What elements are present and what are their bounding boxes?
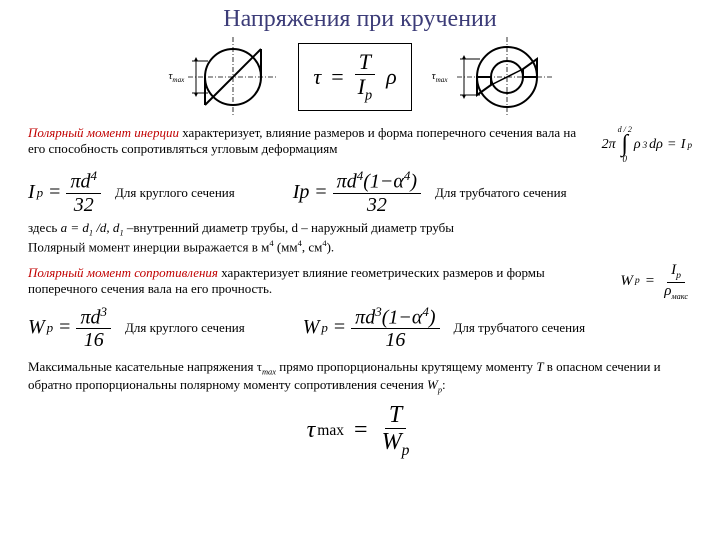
solid-shaft-svg bbox=[188, 37, 278, 117]
wp-formulas-row: Wp = πd3 16 Для круглого сечения Wp = πd… bbox=[28, 305, 692, 352]
page-title: Напряжения при кручении bbox=[0, 6, 720, 33]
polar-moment-paragraph: Полярный момент инерции характеризует, в… bbox=[28, 125, 592, 158]
alpha-definition: здесь a = d1 /d, d1 –внутренний диаметр … bbox=[28, 220, 692, 238]
final-formula: τmax = T Wp bbox=[28, 402, 692, 459]
hollow-shaft-svg bbox=[452, 37, 552, 117]
conclusion-paragraph: Максимальные касательные напряжения τmax… bbox=[28, 359, 692, 395]
wp-definition-formula: Wp = Ip ρмакс bbox=[620, 262, 692, 301]
polar-moment-term: Полярный момент инерции bbox=[28, 125, 179, 140]
wp-tube-formula: Wp = πd3(1−α4) 16 bbox=[303, 305, 440, 352]
label-tube-2: Для трубчатого сечения bbox=[454, 320, 586, 336]
tau-max-label-left: τmax bbox=[168, 70, 184, 84]
content-block: Полярный момент инерции характеризует, в… bbox=[0, 125, 720, 459]
ip-circle-formula: Ip = πd4 32 bbox=[28, 169, 101, 216]
section-modulus-term: Полярный момент сопротивления bbox=[28, 265, 218, 280]
label-circle-2: Для круглого сечения bbox=[125, 320, 245, 336]
hollow-shaft-diagram: τmax bbox=[432, 37, 552, 117]
label-tube-1: Для трубчатого сечения bbox=[435, 185, 567, 201]
wp-circle-formula: Wp = πd3 16 bbox=[28, 305, 111, 352]
main-formula: τ = T Ip ρ bbox=[298, 43, 411, 111]
section-modulus-paragraph: Полярный момент сопротивления характериз… bbox=[28, 265, 610, 298]
solid-shaft-diagram: τmax bbox=[168, 37, 278, 117]
label-circle-1: Для круглого сечения bbox=[115, 185, 235, 201]
tau-max-label-right: τmax bbox=[432, 70, 448, 84]
units-line: Полярный момент инерции выражается в м4 … bbox=[28, 238, 692, 256]
diagrams-row: τmax τ = T Ip ρ τmax bbox=[0, 37, 720, 117]
integral-formula: 2π d / 2 ∫ 0 ρ3dρ = Ip bbox=[602, 125, 692, 165]
ip-formulas-row: Ip = πd4 32 Для круглого сечения Ip = πd… bbox=[28, 169, 692, 216]
ip-tube-formula: Ip = πd4(1−α4) 32 bbox=[293, 169, 421, 216]
